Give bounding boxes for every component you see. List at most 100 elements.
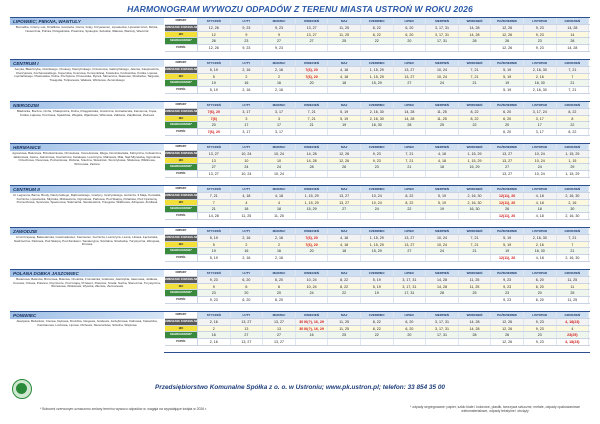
- date-cell: 12, 26: [328, 157, 361, 164]
- month-header: GRUDZIEŃ: [556, 60, 590, 66]
- month-header: GRUDZIEŃ: [556, 270, 590, 276]
- date-cell: 1, 15, 29: [556, 150, 590, 157]
- date-cell: 2, 16: [556, 199, 590, 206]
- zone-section: ZAWODZIE Armii Krajowej, Bełwederska, Goś…: [10, 227, 590, 269]
- date-cell: 9, 23: [524, 45, 557, 51]
- date-cell: 18: [263, 206, 296, 213]
- date-cell: 12, 26: [491, 45, 524, 51]
- date-cell: 5, 19: [198, 87, 231, 93]
- date-cell: 19: [198, 248, 231, 255]
- date-cell: 20: [263, 290, 296, 297]
- month-header: SIERPIEŃ: [426, 60, 459, 66]
- zone-section: LIPOWIEC; PIEKNA, WANTULY Bornačka, Czarn…: [10, 17, 590, 59]
- date-cell: 2, 16: [523, 241, 557, 248]
- date-cell: 5, 19: [198, 255, 231, 261]
- date-cell: 18: [426, 164, 459, 171]
- date-cell: 8, 22: [458, 115, 492, 122]
- row-label: BIO: [165, 73, 198, 80]
- row-label: SEGREGOWANE*: [165, 332, 198, 339]
- date-cell: 4: [556, 325, 590, 332]
- date-cell: 20: [523, 290, 557, 297]
- mixed-row: ZMIESZANE KOMUNALNE 5, 19 2, 16 2, 16 7(6), …: [165, 234, 590, 242]
- date-cell: 10, 24: [524, 171, 557, 177]
- date-cell: [296, 87, 329, 93]
- zone-info: PONIWIEC Akacjowa, Bażantów, Cisowa, Dębo…: [10, 312, 164, 353]
- date-cell: 4, 18: [524, 255, 557, 261]
- date-cell: [296, 297, 329, 303]
- date-cell: 16: [295, 332, 329, 339]
- date-cell: 10, 24: [426, 234, 459, 241]
- segregated-row: SEGREGOWANE* 16 27 27 16 25 22 20 17, 31 28 26 23 23…: [165, 332, 590, 340]
- date-cell: 13, 27: [198, 150, 231, 157]
- date-cell: 2, 16: [523, 73, 557, 80]
- date-cell: 28: [458, 38, 492, 45]
- date-cell: 13, 27: [230, 318, 264, 325]
- date-cell: 21: [295, 122, 329, 129]
- date-cell: 10, 24: [426, 66, 459, 73]
- company-info: Przedsiębiorstwo Komunalne Spółka z o. o…: [155, 384, 445, 391]
- date-cell: 26: [198, 38, 231, 45]
- month-header: PAŹDZIERNIK: [491, 270, 524, 276]
- month-header: CZERWIEC: [360, 228, 394, 234]
- date-cell: 6, 20: [523, 276, 557, 283]
- date-cell: 28: [458, 332, 492, 339]
- date-cell: 10, 24: [263, 171, 296, 177]
- date-cell: [459, 87, 492, 93]
- date-cell: 4, 18: [523, 192, 557, 199]
- header-row: ODPADY STYCZEŃ LUTY MARZEC KWIECIEŃ MAJ CZERWI…: [165, 186, 590, 193]
- date-cell: [394, 297, 427, 303]
- date-cell: 2, 16: [230, 66, 264, 73]
- date-cell: 11, 25: [556, 276, 590, 283]
- row-label: POPIÓŁ: [165, 171, 198, 177]
- date-cell: 5: [198, 73, 231, 80]
- zone-streets: Agrestowa, Baśniowa, Brzoskwiniowa, Chmi…: [12, 152, 162, 166]
- date-cell: 13, 27: [491, 171, 524, 177]
- month-header: LIPIEC: [393, 60, 427, 66]
- date-cell: 4, 18: [328, 234, 361, 241]
- month-header: MARZEC: [263, 270, 296, 276]
- row-label: ZMIESZANE KOMUNALNE: [165, 276, 198, 283]
- date-cell: [328, 339, 361, 345]
- date-cell: 7, 21: [556, 234, 590, 241]
- date-cell: 14, 28: [458, 31, 492, 38]
- date-cell: 17: [263, 122, 296, 129]
- date-cell: 9, 23: [360, 157, 394, 164]
- month-header: STYCZEŃ: [198, 18, 231, 24]
- month-header: LISTOPAD: [523, 270, 557, 276]
- date-cell: [361, 255, 394, 261]
- bio-row: BIO 5 2 2 7(6), 20 4, 18 1, 15, 29 13, 27 10, 24…: [165, 241, 590, 249]
- date-cell: 22: [458, 122, 492, 129]
- date-cell: 2: [198, 325, 231, 332]
- zone-info: ZAWODZIE Armii Krajowej, Bełwederska, Goś…: [10, 228, 164, 269]
- month-header: WRZESIEŃ: [458, 144, 492, 150]
- row-label: POPIÓŁ: [165, 255, 198, 261]
- zone-name: POLANA DOBKA JASZOWIEC: [10, 270, 164, 277]
- date-cell: 24: [360, 206, 394, 213]
- date-cell: 8, 22: [360, 31, 394, 38]
- date-cell: 10, 24: [426, 73, 459, 80]
- date-cell: 1, 15, 29: [295, 199, 329, 206]
- row-label: POPIÓŁ: [165, 129, 198, 135]
- ash-row: POPIÓŁ 12, 26 9, 23 9, 23 12, 26 9, 23 14, 28: [165, 45, 590, 52]
- zone-streets: Akacjowa, Bażantów, Cisowa, Dębowa, Droz…: [16, 320, 158, 327]
- date-cell: 17, 31: [426, 332, 459, 339]
- date-cell: 6: [230, 283, 264, 290]
- row-label: BIO: [165, 283, 198, 290]
- date-cell: 6, 20: [491, 129, 524, 135]
- month-header: MAJ: [328, 228, 361, 234]
- month-header: LUTY: [230, 102, 264, 108]
- month-header: KWIECIEŃ: [295, 18, 329, 24]
- date-cell: 9, 23: [360, 150, 394, 157]
- row-label: ODPADY: [165, 60, 198, 66]
- date-cell: 20: [295, 248, 329, 255]
- date-cell: 8: [556, 115, 590, 122]
- segregated-row: SEGREGOWANE* 19 16 16 20 18 15, 29 27 24 21 19 16, …: [165, 80, 590, 88]
- month-header: PAŹDZIERNIK: [491, 228, 524, 234]
- month-header: MARZEC: [263, 60, 296, 66]
- date-cell: 22: [360, 38, 394, 45]
- date-cell: 13: [230, 325, 264, 332]
- date-cell: 10, 24: [360, 192, 394, 199]
- date-cell: 7(6), 20: [295, 234, 329, 241]
- date-cell: 27: [198, 164, 231, 171]
- date-cell: 18: [328, 80, 361, 87]
